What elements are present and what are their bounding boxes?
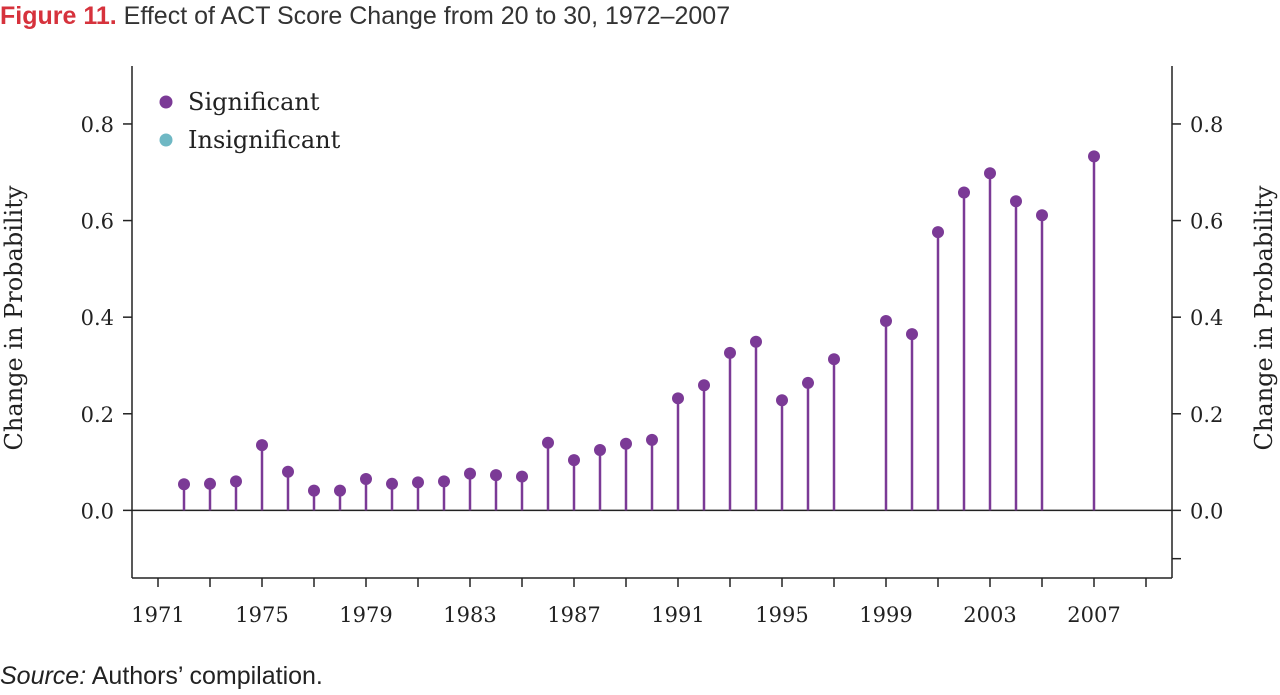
source-note: Source: Authors’ compilation. <box>0 662 323 691</box>
data-point <box>646 433 658 446</box>
x-tick-label: 1991 <box>651 603 704 627</box>
data-point <box>1036 209 1048 222</box>
x-tick-label: 1987 <box>547 603 600 627</box>
data-point <box>906 328 918 341</box>
data-point <box>542 436 554 449</box>
y-tick-label-left: 0.0 <box>81 499 114 523</box>
figure-label: Figure 11. <box>0 2 117 30</box>
legend-marker-significant <box>159 95 173 109</box>
y-tick-label-right: 0.4 <box>1190 306 1223 330</box>
y-tick-label-right: 0.0 <box>1190 499 1223 523</box>
data-point <box>984 167 996 180</box>
data-point <box>568 454 580 467</box>
data-point <box>334 484 346 497</box>
data-point <box>516 470 528 483</box>
axes: 0.0 0.0 0.2 0.2 0.4 0.4 0.6 0.6 0.8 0.8 1971 1975 19… <box>81 66 1223 627</box>
data-point <box>178 478 190 491</box>
data-point <box>412 476 424 489</box>
data-point <box>698 379 710 392</box>
data-point <box>464 467 476 480</box>
y-tick-label-right: 0.8 <box>1190 113 1223 137</box>
figure-title-text: Effect of ACT Score Change from 20 to 30… <box>123 2 731 30</box>
source-text: Authors’ compilation. <box>91 662 323 690</box>
x-tick-label: 1979 <box>339 603 392 627</box>
data-point <box>490 469 502 482</box>
x-tick-label: 2003 <box>963 603 1016 627</box>
data-point <box>724 346 736 359</box>
data-point <box>932 226 944 239</box>
y-tick-label-left: 0.6 <box>81 210 114 234</box>
data-point <box>1088 150 1100 163</box>
source-label: Source: <box>0 662 87 690</box>
data-point <box>360 472 372 485</box>
data-point <box>308 484 320 497</box>
data-point <box>230 475 242 488</box>
data-point <box>594 444 606 456</box>
x-tick-label: 1975 <box>235 603 288 627</box>
data-point <box>1010 195 1022 208</box>
data-point <box>282 465 294 478</box>
data-point <box>438 475 450 488</box>
legend-marker-insignificant <box>159 133 173 147</box>
y-tick-label-left: 0.8 <box>81 113 114 137</box>
y-tick-label-right: 0.6 <box>1190 210 1223 234</box>
y-tick-label-right: 0.2 <box>1190 403 1223 427</box>
data-point <box>958 186 970 199</box>
x-tick-label: 1999 <box>859 603 912 627</box>
data-point <box>880 315 892 328</box>
x-tick-label: 1983 <box>443 603 496 627</box>
data-point <box>386 477 398 490</box>
data-points <box>178 150 1100 497</box>
x-tick-label: 1995 <box>755 603 808 627</box>
data-point <box>204 477 216 490</box>
data-point <box>776 394 788 407</box>
data-point <box>672 392 684 405</box>
lollipop-chart: 0.0 0.0 0.2 0.2 0.4 0.4 0.6 0.6 0.8 0.8 1971 1975 19… <box>0 66 1278 627</box>
legend-item-insignificant: Insignificant <box>159 126 341 154</box>
legend-label-insignificant: Insignificant <box>188 126 341 154</box>
y-axis-label-right: Change in Probability <box>1250 185 1278 450</box>
y-axis-label-left: Change in Probability <box>0 185 28 450</box>
data-point <box>828 353 840 366</box>
data-point <box>750 335 762 348</box>
chart-title: Figure 11. Effect of ACT Score Change fr… <box>0 2 730 31</box>
data-point <box>620 437 632 450</box>
legend: Significant Insignificant <box>159 88 341 154</box>
x-tick-label: 1971 <box>131 603 184 627</box>
legend-item-significant: Significant <box>159 88 320 116</box>
legend-label-significant: Significant <box>188 88 320 116</box>
y-tick-label-left: 0.4 <box>81 306 114 330</box>
stems <box>182 156 1096 511</box>
data-point <box>802 376 814 389</box>
y-tick-label-left: 0.2 <box>81 403 114 427</box>
x-tick-label: 2007 <box>1067 603 1120 627</box>
data-point <box>256 439 268 452</box>
